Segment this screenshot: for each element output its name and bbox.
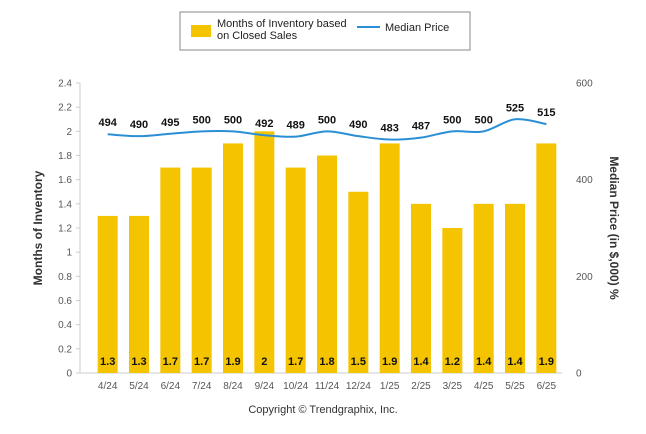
median-price-line xyxy=(107,118,547,141)
left-tick-label: 0.4 xyxy=(58,320,72,331)
median-price-label: 500 xyxy=(474,114,492,126)
median-price-label: 495 xyxy=(161,117,179,129)
left-tick-label: 1.4 xyxy=(58,199,72,210)
inventory-bar xyxy=(348,191,369,373)
median-price-label: 483 xyxy=(380,123,398,135)
median-price-label: 487 xyxy=(412,121,430,133)
median-price-label: 489 xyxy=(286,120,304,132)
x-tick-label: 5/25 xyxy=(505,381,525,392)
left-tick-label: 1 xyxy=(66,248,72,259)
x-tick-label: 10/24 xyxy=(283,381,308,392)
inventory-bar xyxy=(505,203,525,373)
left-tick-label: 2 xyxy=(66,127,72,138)
inventory-bar xyxy=(317,155,337,373)
x-tick-label: 9/24 xyxy=(255,381,275,392)
median-price-label: 500 xyxy=(318,114,336,126)
inventory-bar-label: 1.5 xyxy=(351,356,366,368)
right-tick-label: 200 xyxy=(576,272,593,283)
inventory-bar-label: 1.7 xyxy=(163,356,178,368)
inventory-bar xyxy=(379,143,400,373)
left-tick-label: 0 xyxy=(66,369,72,380)
median-price-label: 515 xyxy=(537,107,555,119)
legend-price-label: Median Price xyxy=(385,22,449,34)
copyright-text: Copyright © Trendgraphix, Inc. xyxy=(248,404,397,416)
x-tick-label: 6/24 xyxy=(161,381,181,392)
median-price-label: 525 xyxy=(506,102,524,114)
inventory-bar-label: 1.2 xyxy=(445,356,460,368)
legend-inventory-label: Months of Inventory based xyxy=(217,18,347,30)
x-tick-label: 4/24 xyxy=(98,381,118,392)
inventory-bar-label: 1.9 xyxy=(539,356,554,368)
median-price-label: 492 xyxy=(255,118,273,130)
inventory-bar xyxy=(223,143,243,373)
inventory-bar-label: 1.4 xyxy=(507,356,523,368)
inventory-bar-label: 1.9 xyxy=(382,356,397,368)
left-tick-label: 1.8 xyxy=(58,151,72,162)
inventory-bar xyxy=(442,228,463,373)
inventory-bar xyxy=(97,215,118,373)
inventory-bar-label: 1.4 xyxy=(413,356,429,368)
left-tick-label: 1.2 xyxy=(58,224,72,235)
right-tick-label: 0 xyxy=(576,369,582,380)
left-tick-label: 0.6 xyxy=(58,296,72,307)
legend-box xyxy=(179,11,471,51)
inventory-bar xyxy=(160,167,181,373)
left-tick-label: 0.2 xyxy=(58,344,72,355)
inventory-bar xyxy=(411,203,431,373)
x-tick-label: 2/25 xyxy=(411,381,431,392)
median-price-label: 500 xyxy=(224,114,242,126)
inventory-bar xyxy=(536,143,557,373)
x-tick-label: 6/25 xyxy=(537,381,557,392)
right-tick-label: 400 xyxy=(576,175,593,186)
inventory-bar xyxy=(285,167,306,373)
inventory-bar xyxy=(254,131,275,373)
x-tick-label: 5/24 xyxy=(129,381,149,392)
inventory-bar-label: 1.7 xyxy=(194,356,209,368)
x-tick-label: 11/24 xyxy=(315,381,340,392)
inventory-bar xyxy=(191,167,212,373)
inventory-bar-label: 1.3 xyxy=(100,356,115,368)
inventory-bar-label: 1.3 xyxy=(131,356,146,368)
right-axis-title: Median Price (in $,000) % xyxy=(607,156,621,300)
inventory-bar xyxy=(129,215,149,373)
inventory-bar-label: 1.9 xyxy=(225,356,240,368)
legend-inventory-label: on Closed Sales xyxy=(217,30,298,42)
x-tick-label: 3/25 xyxy=(443,381,463,392)
left-tick-label: 1.6 xyxy=(58,175,72,186)
median-price-label: 500 xyxy=(192,114,210,126)
x-tick-label: 4/25 xyxy=(474,381,494,392)
right-tick-label: 600 xyxy=(576,79,593,90)
legend-inventory-swatch xyxy=(191,25,211,37)
x-tick-label: 1/25 xyxy=(380,381,400,392)
inventory-bar xyxy=(473,203,494,373)
median-price-label: 494 xyxy=(98,117,117,129)
inventory-bar-label: 1.7 xyxy=(288,356,303,368)
inventory-bar-label: 2 xyxy=(261,356,267,368)
x-tick-label: 12/24 xyxy=(346,381,371,392)
median-price-label: 500 xyxy=(443,114,461,126)
median-price-label: 490 xyxy=(130,119,148,131)
median-price-label: 490 xyxy=(349,119,367,131)
inventory-bar-label: 1.8 xyxy=(319,356,334,368)
left-tick-label: 2.4 xyxy=(58,79,72,90)
x-tick-label: 8/24 xyxy=(223,381,243,392)
inventory-bar-label: 1.4 xyxy=(476,356,492,368)
x-tick-label: 7/24 xyxy=(192,381,212,392)
left-axis-title: Months of Inventory xyxy=(31,170,45,285)
left-tick-label: 0.8 xyxy=(58,272,72,283)
left-tick-label: 2.2 xyxy=(58,103,72,114)
